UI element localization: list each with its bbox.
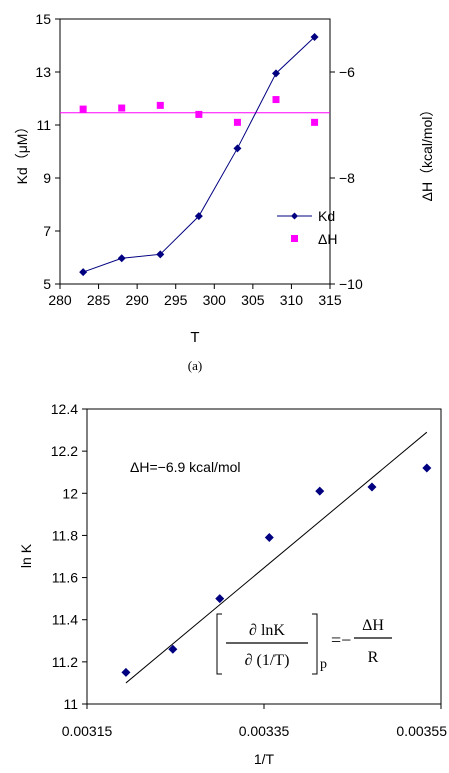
dh-point [157, 102, 164, 109]
y-tick-label-b: 11.6 [52, 570, 78, 586]
y-tick-label-a: 7 [43, 223, 51, 239]
equation-left-bracket [217, 614, 222, 674]
y2-tick-label-a: −6 [339, 64, 355, 80]
legend-a: Kd ΔH [277, 208, 337, 247]
y-tick-label-b: 12.2 [51, 443, 78, 459]
x-tick-label-a: 300 [203, 292, 227, 308]
eq-numerator-left: ∂ lnK [249, 622, 285, 639]
dh-point [195, 111, 202, 118]
y2-tick-label-a: −8 [339, 170, 355, 186]
y-tick-label-a: 5 [43, 276, 51, 292]
y-tick-label-b: 12.4 [51, 401, 78, 417]
y-tick-label-a: 11 [36, 117, 51, 133]
y-tick-label-b: 12 [62, 485, 78, 501]
y-tick-label-a: 15 [35, 11, 51, 27]
eq-denominator-right: R [368, 649, 379, 666]
y-tick-label-b: 11.4 [52, 612, 78, 628]
y-tick-label-b: 11.8 [52, 527, 78, 543]
kd-series-line [83, 37, 314, 272]
delta-h-annotation: ΔH=−6.9 kcal/mol [130, 459, 241, 475]
eq-subscript: p [320, 657, 327, 672]
legend-kd-label: Kd [318, 208, 335, 224]
kd-point [233, 144, 241, 152]
x-tick-label-a: 305 [241, 292, 265, 308]
x-tick-label-b: 0.00315 [62, 723, 113, 739]
equation: ∂ lnK ∂ (1/T) p =− ΔH R [217, 614, 392, 674]
x-tick-label-a: 310 [280, 292, 304, 308]
legend-kd-marker [291, 213, 298, 220]
eq-denominator-left: ∂ (1/T) [245, 652, 290, 669]
eq-equals-minus: =− [331, 630, 351, 650]
x-tick-label-a: 285 [87, 292, 111, 308]
dh-point [234, 119, 241, 126]
dh-point [273, 96, 280, 103]
y-tick-label-b: 11 [63, 696, 78, 712]
y-tick-label-a: 13 [35, 64, 51, 80]
lnk-point [121, 668, 130, 677]
x-axis-label-b: 1/T [254, 751, 275, 767]
lnk-point [422, 464, 431, 473]
x-tick-label-b: 0.00355 [396, 723, 447, 739]
legend-dh-marker [291, 235, 298, 242]
lnk-point [265, 533, 274, 542]
x-tick-label-b: 0.00335 [239, 723, 290, 739]
eq-numerator-right: ΔH [362, 617, 384, 634]
y-tick-label-a: 9 [43, 170, 51, 186]
chart-b: 11 11.2 11.4 11.6 11.8 12 12.2 12.4 0.00315 0.00… [18, 401, 447, 767]
dh-point [80, 106, 87, 113]
y2-axis-label-a: ΔH（kcal/mol） [419, 103, 435, 202]
dh-point [311, 119, 318, 126]
x-axis-label-a: T [190, 329, 199, 346]
y2-tick-label-a: −10 [339, 276, 363, 292]
y-tick-label-b: 11.2 [52, 654, 78, 670]
dh-point [118, 105, 125, 112]
y-axis-label-a: Kd（μM） [14, 120, 30, 185]
lnk-point [367, 482, 376, 491]
x-tick-label-a: 315 [318, 292, 342, 308]
x-tick-label-a: 290 [125, 292, 149, 308]
lnk-point [315, 487, 324, 496]
kd-point [118, 254, 126, 262]
plot-area-a [60, 19, 330, 284]
x-tick-label-a: 280 [48, 292, 72, 308]
y-axis-label-b: ln K [18, 543, 34, 568]
panel-label-a: (a) [188, 358, 202, 373]
legend-dh-label: ΔH [318, 231, 337, 247]
x-tick-label-a: 295 [164, 292, 188, 308]
kd-point [79, 268, 87, 276]
chart-a: 5 7 9 11 13 15 −10 −8 −6 280 285 290 295 300 305 310 3… [14, 11, 435, 373]
equation-right-bracket [312, 614, 317, 674]
